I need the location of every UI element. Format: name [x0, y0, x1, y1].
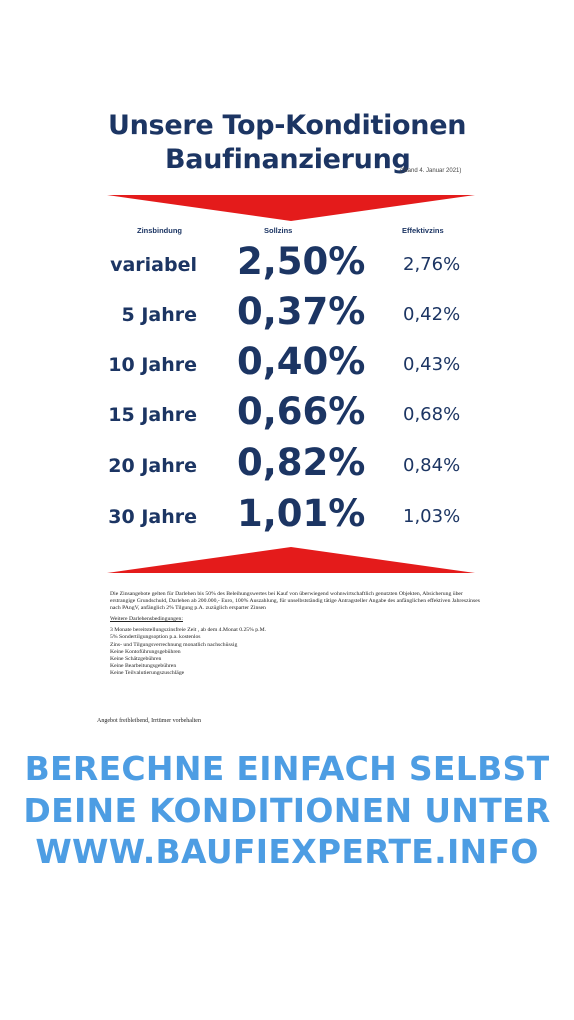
rate-sollzins: 0,66%: [237, 390, 366, 433]
fineprint-intro: Die Zinsangebote gelten für Darlehen bis…: [110, 591, 480, 612]
rate-row: 10 Jahre 0,40% 0,43%: [0, 340, 574, 390]
cta-line1: BERECHNE EINFACH SELBST: [24, 749, 550, 788]
rate-effektivzins: 0,43%: [403, 354, 461, 375]
rate-effektivzins: 0,84%: [403, 455, 461, 476]
rate-row: 15 Jahre 0,66% 0,68%: [0, 390, 574, 440]
column-header-zinsbindung: Zinsbindung: [137, 226, 182, 235]
fineprint-item: Keine Kontoführungsgebühren: [110, 648, 181, 655]
rate-term: variabel: [110, 254, 197, 276]
fineprint-subheading: Weitere Darlehensbedingungen:: [110, 616, 183, 623]
red-arrow-up-divider: [107, 547, 475, 573]
rate-sollzins: 0,40%: [237, 340, 366, 383]
stand-date: (Stand 4. Januar 2021): [400, 168, 462, 174]
column-header-effektivzins: Effektivzins: [402, 226, 444, 235]
rate-term: 15 Jahre: [108, 404, 197, 426]
rate-term: 10 Jahre: [108, 354, 197, 376]
rate-effektivzins: 2,76%: [403, 254, 461, 275]
rate-effektivzins: 0,42%: [403, 304, 461, 325]
rate-sollzins: 0,37%: [237, 290, 366, 333]
rate-effektivzins: 0,68%: [403, 404, 461, 425]
red-arrow-down-divider: [107, 195, 475, 221]
fineprint-block: Die Zinsangebote gelten für Darlehen bis…: [110, 591, 482, 677]
disclaimer: Angebot freibleibend, Irrtümer vorbehalt…: [97, 718, 201, 724]
cta-url[interactable]: WWW.BAUFIEXPERTE.INFO: [35, 832, 539, 871]
rate-sollzins: 0,82%: [237, 441, 366, 484]
rate-term: 5 Jahre: [121, 304, 197, 326]
rate-row: 20 Jahre 0,82% 0,84%: [0, 441, 574, 491]
fineprint-item: 3 Monate bereitstellungszinsfreie Zeit ,…: [110, 627, 267, 634]
rate-sollzins: 1,01%: [237, 492, 366, 535]
rate-row: 30 Jahre 1,01% 1,03%: [0, 492, 574, 542]
rate-row: variabel 2,50% 2,76%: [0, 240, 574, 290]
column-header-sollzins: Sollzins: [264, 226, 293, 235]
fineprint-item: Zins- und Tilgungsverrechnung monatlich …: [110, 641, 238, 648]
cta-line2: DEINE KONDITIONEN UNTER: [23, 791, 551, 830]
rate-term: 20 Jahre: [108, 455, 197, 477]
fineprint-item: Keine Schätzgebühren: [110, 655, 162, 662]
page-title-line2: Baufinanzierung: [165, 144, 411, 175]
rate-sollzins: 2,50%: [237, 240, 366, 283]
rate-row: 5 Jahre 0,37% 0,42%: [0, 290, 574, 340]
fineprint-item: Keine Bearbeitungsgebühren: [110, 662, 177, 669]
fineprint-item: 5% Sondertilgungsoption p.a. kostenlos: [110, 634, 201, 641]
page-title-line1: Unsere Top-Konditionen: [108, 110, 467, 141]
fineprint-item: Keine Teilvalutierungszuschläge: [110, 669, 185, 676]
rate-effektivzins: 1,03%: [403, 506, 461, 527]
rate-term: 30 Jahre: [108, 506, 197, 528]
